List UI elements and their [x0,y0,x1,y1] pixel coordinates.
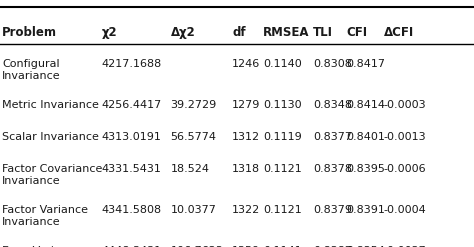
Text: Δχ2: Δχ2 [171,26,195,39]
Text: -0.0006: -0.0006 [384,164,427,174]
Text: 0.8417: 0.8417 [346,59,385,69]
Text: χ2: χ2 [102,26,118,39]
Text: 1246: 1246 [232,59,261,69]
Text: 0.1119: 0.1119 [263,132,302,142]
Text: Metric Invariance: Metric Invariance [2,100,99,110]
Text: 0.1130: 0.1130 [263,100,301,110]
Text: 1318: 1318 [232,164,260,174]
Text: CFI: CFI [346,26,367,39]
Text: 4313.0191: 4313.0191 [102,132,162,142]
Text: Problem: Problem [2,26,57,39]
Text: RMSEA: RMSEA [263,26,310,39]
Text: 4217.1688: 4217.1688 [102,59,162,69]
Text: 0.1140: 0.1140 [263,59,302,69]
Text: 0.1121: 0.1121 [263,164,302,174]
Text: Factor Variance
Invariance: Factor Variance Invariance [2,205,88,226]
Text: 0.1121: 0.1121 [263,205,302,215]
Text: -0.0037: -0.0037 [384,246,427,247]
Text: 0.8401: 0.8401 [346,132,385,142]
Text: 0.8395: 0.8395 [346,164,385,174]
Text: 10.0377: 10.0377 [171,205,217,215]
Text: 106.7623: 106.7623 [171,246,224,247]
Text: 0.8377: 0.8377 [313,132,352,142]
Text: -0.0003: -0.0003 [384,100,427,110]
Text: 1312: 1312 [232,132,260,142]
Text: 18.524: 18.524 [171,164,210,174]
Text: 0.1141: 0.1141 [263,246,302,247]
Text: 0.8387: 0.8387 [313,246,352,247]
Text: 56.5774: 56.5774 [171,132,217,142]
Text: TLI: TLI [313,26,333,39]
Text: ΔCFI: ΔCFI [384,26,414,39]
Text: 0.8354: 0.8354 [346,246,385,247]
Text: 1279: 1279 [232,100,261,110]
Text: 4256.4417: 4256.4417 [102,100,162,110]
Text: -0.0013: -0.0013 [384,132,427,142]
Text: Scalar Invariance: Scalar Invariance [2,132,99,142]
Text: 39.2729: 39.2729 [171,100,217,110]
Text: 4331.5431: 4331.5431 [102,164,162,174]
Text: -0.0004: -0.0004 [384,205,427,215]
Text: 1322: 1322 [232,205,261,215]
Text: 0.8378: 0.8378 [313,164,352,174]
Text: 0.8308: 0.8308 [313,59,352,69]
Text: 0.8391: 0.8391 [346,205,385,215]
Text: df: df [232,26,246,39]
Text: Error Variance
Invariance: Error Variance Invariance [2,246,82,247]
Text: 0.8379: 0.8379 [313,205,352,215]
Text: 0.8348: 0.8348 [313,100,352,110]
Text: 0.8414: 0.8414 [346,100,385,110]
Text: 4448.3431: 4448.3431 [102,246,162,247]
Text: 1359: 1359 [232,246,260,247]
Text: Configural
Invariance: Configural Invariance [2,59,61,81]
Text: 4341.5808: 4341.5808 [102,205,162,215]
Text: Factor Covariance
Invariance: Factor Covariance Invariance [2,164,103,186]
